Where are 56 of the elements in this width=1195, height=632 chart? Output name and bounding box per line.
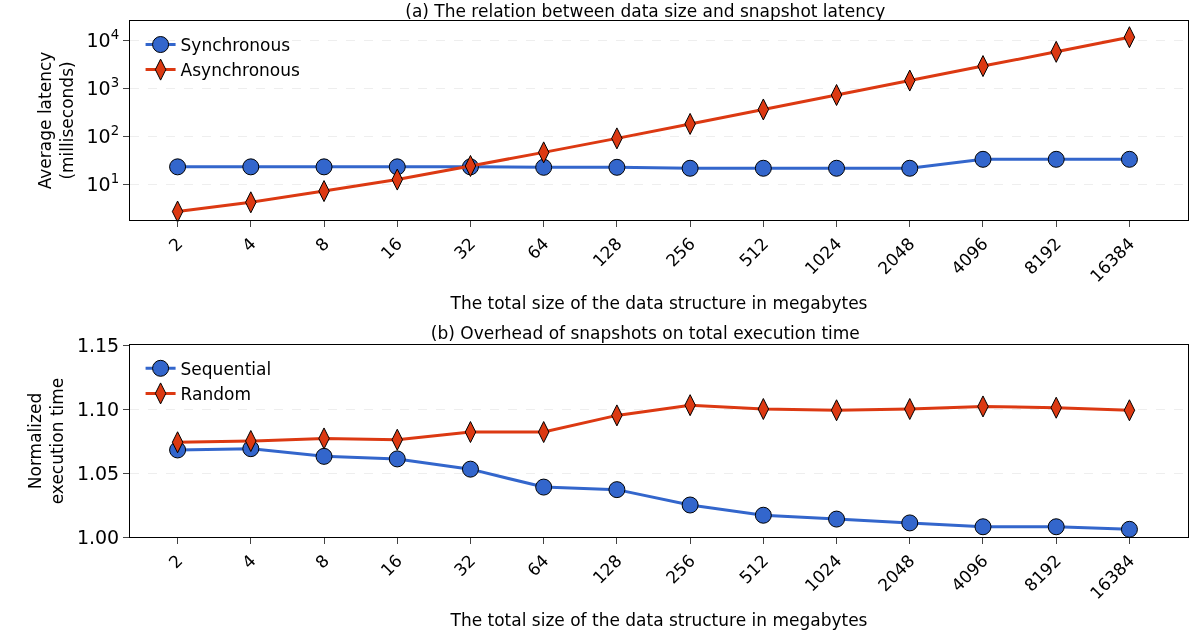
point: [1120, 150, 1138, 168]
point: [169, 158, 187, 176]
legend-label: Sequential: [180, 358, 272, 379]
x-tick-label: 32: [449, 233, 480, 264]
point: [608, 158, 626, 176]
point: [1047, 518, 1065, 536]
x-axis-title: The total size of the data structure in megabytes: [449, 610, 868, 631]
x-tick-label: 8: [311, 233, 333, 256]
x-tick-label: 64: [523, 233, 553, 264]
point: [535, 158, 553, 176]
point: [242, 158, 260, 176]
legend-label: Random: [180, 384, 251, 405]
x-tick-label: 4: [237, 550, 260, 573]
y-tick-label: 10$^{3}$: [86, 74, 120, 99]
x-tick-label: 32: [449, 550, 480, 581]
x-tick-label: 2: [164, 233, 187, 256]
point: [1120, 520, 1138, 538]
y-tick-label: 10$^{1}$: [86, 170, 120, 195]
y-axis-title: Normalized execution time: [25, 377, 68, 505]
y-tick-label: 1.05: [76, 461, 120, 484]
chart-title: (b) Overhead of snapshots on total execution time: [430, 322, 860, 343]
point: [461, 460, 479, 478]
point: [535, 478, 553, 496]
point: [828, 159, 846, 177]
point: [754, 159, 772, 177]
legend-label: Asynchronous: [180, 60, 300, 81]
x-tick-label: 2: [164, 550, 187, 573]
x-axis-title: The total size of the data structure in megabytes: [449, 293, 868, 314]
x-tick-label: 16: [376, 233, 407, 264]
y-tick-label: 10$^{4}$: [86, 26, 120, 51]
point: [974, 150, 992, 168]
legend-label: Synchronous: [180, 35, 291, 56]
point: [608, 481, 626, 499]
x-tick-label: 64: [523, 550, 553, 581]
point: [828, 510, 846, 528]
x-tick-label: 8: [311, 550, 333, 573]
point: [681, 159, 699, 177]
point: [754, 506, 772, 524]
point: [315, 447, 333, 465]
point: [681, 496, 699, 514]
point: [974, 518, 992, 536]
y-tick-label: 10$^{2}$: [86, 122, 120, 147]
point: [388, 450, 406, 468]
y-tick-label: 1.00: [76, 525, 120, 548]
point: [315, 158, 333, 176]
chart-title: (a) The relation between data size and snapshot latency: [405, 0, 886, 21]
x-tick-label: 128: [588, 233, 626, 271]
y-tick-label: 1.10: [76, 397, 120, 420]
x-tick-label: 128: [588, 550, 626, 588]
point: [901, 159, 919, 177]
point: [901, 514, 919, 532]
x-tick-label: 16: [376, 550, 407, 581]
x-tick-label: 4: [237, 233, 260, 256]
y-axis-title: Average latency (milliseconds): [34, 51, 78, 190]
y-tick-label: 1.15: [76, 333, 120, 356]
point: [1047, 150, 1065, 168]
